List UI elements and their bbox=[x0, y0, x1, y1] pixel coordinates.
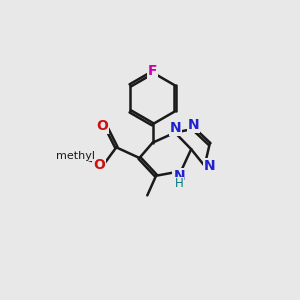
Text: O: O bbox=[97, 119, 108, 133]
Text: H: H bbox=[175, 177, 184, 190]
Text: O: O bbox=[93, 158, 105, 172]
Text: N: N bbox=[204, 159, 215, 173]
Text: N: N bbox=[170, 122, 181, 135]
Text: N: N bbox=[173, 169, 185, 183]
Text: F: F bbox=[148, 64, 157, 78]
Text: methyl: methyl bbox=[76, 145, 124, 159]
Text: methyl: methyl bbox=[56, 151, 95, 161]
Text: N: N bbox=[188, 118, 199, 132]
